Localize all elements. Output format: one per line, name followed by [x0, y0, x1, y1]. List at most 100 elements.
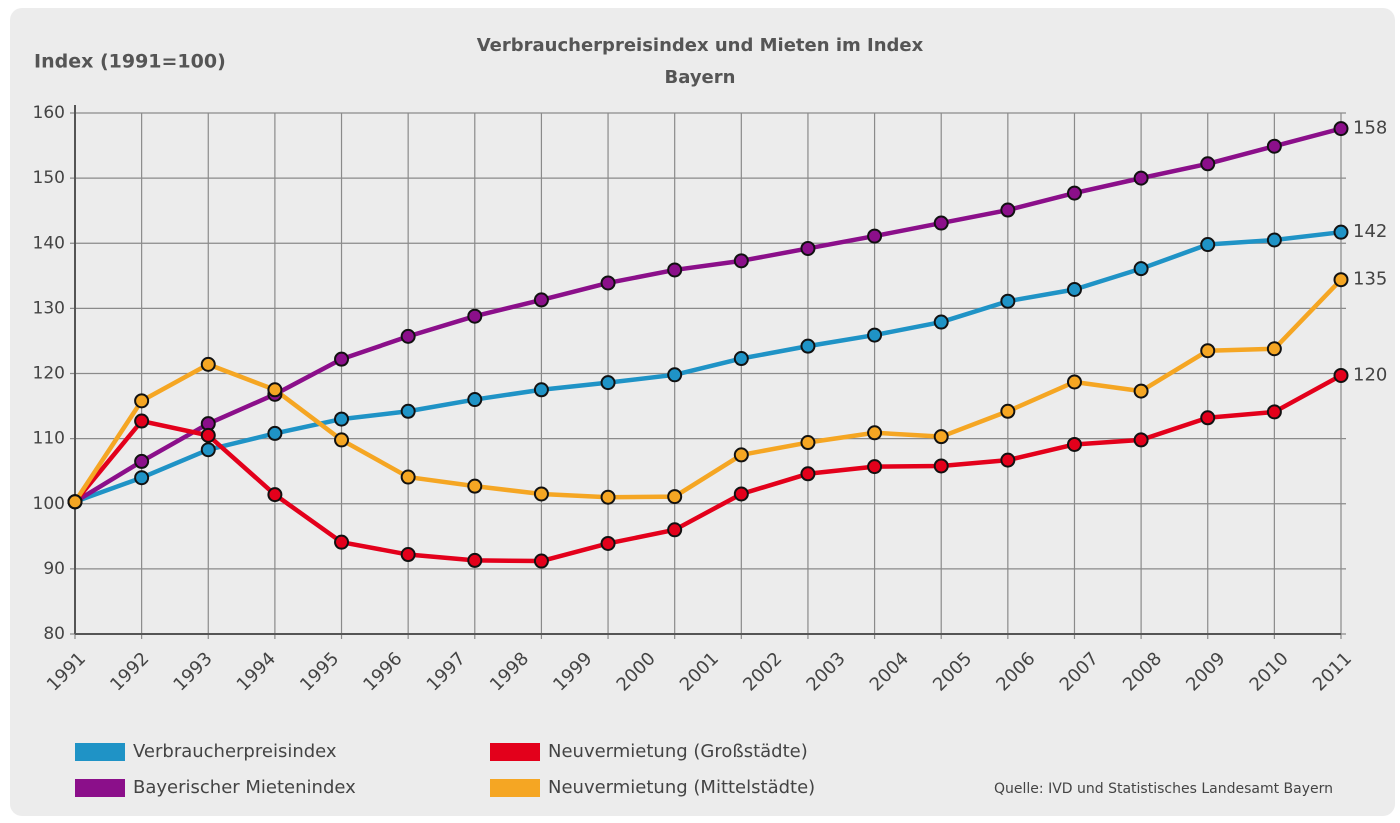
point	[1200, 343, 1216, 359]
point	[134, 393, 150, 409]
point	[800, 435, 816, 451]
point	[667, 489, 683, 505]
point	[1266, 232, 1282, 248]
point	[867, 425, 883, 441]
point	[200, 442, 216, 458]
point	[467, 308, 483, 324]
point	[733, 486, 749, 502]
point	[1266, 138, 1282, 154]
point	[1133, 383, 1149, 399]
point	[1333, 367, 1349, 383]
point	[1333, 224, 1349, 240]
point	[400, 328, 416, 344]
y-tick-label: 120	[33, 364, 65, 384]
legend-label: Bayerischer Mietenindex	[133, 777, 356, 798]
point	[933, 458, 949, 474]
y-tick-label: 80	[43, 624, 65, 644]
series-line	[74, 229, 1342, 504]
point	[1333, 272, 1349, 288]
y-axis-label: Index (1991=100)	[34, 51, 226, 73]
y-tick-label: 110	[33, 429, 65, 449]
y-tick-label: 90	[43, 559, 65, 579]
point	[533, 292, 549, 308]
point	[600, 489, 616, 505]
point	[733, 447, 749, 463]
y-tick-label: 130	[33, 298, 65, 318]
point	[200, 427, 216, 443]
legend-swatch	[75, 743, 125, 761]
point	[867, 459, 883, 475]
point	[933, 429, 949, 445]
point	[600, 535, 616, 551]
point	[1066, 281, 1082, 297]
point	[467, 392, 483, 408]
point	[334, 351, 350, 367]
point	[600, 275, 616, 291]
y-tick-label: 100	[33, 494, 65, 514]
point	[1200, 237, 1216, 253]
point	[400, 403, 416, 419]
chart-title: Verbraucherpreisindex und Mieten im Inde…	[477, 35, 924, 56]
point	[600, 375, 616, 391]
point	[533, 553, 549, 569]
point	[1266, 404, 1282, 420]
point	[1266, 341, 1282, 357]
point	[1200, 156, 1216, 172]
point	[1133, 432, 1149, 448]
y-tick-label: 150	[33, 168, 65, 188]
point	[800, 466, 816, 482]
point	[267, 487, 283, 503]
legend-swatch	[75, 779, 125, 797]
end-label: 135	[1353, 269, 1387, 290]
point	[933, 215, 949, 231]
point	[67, 494, 83, 510]
chart-subtitle: Bayern	[665, 67, 736, 88]
point	[533, 382, 549, 398]
point	[334, 411, 350, 427]
point	[733, 351, 749, 367]
series-line	[73, 373, 1343, 564]
point	[1200, 410, 1216, 426]
panel	[10, 8, 1395, 816]
point	[1066, 374, 1082, 390]
end-label: 120	[1353, 364, 1387, 385]
point	[400, 469, 416, 485]
point	[667, 522, 683, 538]
point	[334, 432, 350, 448]
point	[1133, 170, 1149, 186]
legend-label: Verbraucherpreisindex	[133, 741, 337, 762]
legend-swatch	[490, 779, 540, 797]
end-label: 158	[1353, 118, 1387, 139]
point	[1066, 436, 1082, 452]
point	[800, 240, 816, 256]
y-tick-label: 160	[33, 103, 65, 123]
legend-label: Neuvermietung (Mittelstädte)	[548, 777, 815, 798]
y-tick-label: 140	[33, 233, 65, 253]
legend-label: Neuvermietung (Großstädte)	[548, 741, 808, 762]
point	[1066, 185, 1082, 201]
point	[533, 486, 549, 502]
series-line	[73, 126, 1342, 504]
point	[667, 262, 683, 278]
series-line	[73, 278, 1343, 504]
point	[400, 547, 416, 563]
point	[467, 552, 483, 568]
point	[667, 367, 683, 383]
point	[200, 356, 216, 372]
point	[733, 253, 749, 269]
point	[867, 228, 883, 244]
point	[134, 453, 150, 469]
point	[1000, 403, 1016, 419]
point	[134, 413, 150, 429]
legend-swatch	[490, 743, 540, 761]
source: Quelle: IVD und Statistisches Landesamt …	[994, 781, 1333, 797]
point	[334, 534, 350, 550]
point	[1333, 121, 1349, 137]
point	[1000, 293, 1016, 309]
point	[1133, 261, 1149, 277]
point	[867, 327, 883, 343]
point	[1000, 452, 1016, 468]
point	[267, 425, 283, 441]
point	[134, 470, 150, 486]
